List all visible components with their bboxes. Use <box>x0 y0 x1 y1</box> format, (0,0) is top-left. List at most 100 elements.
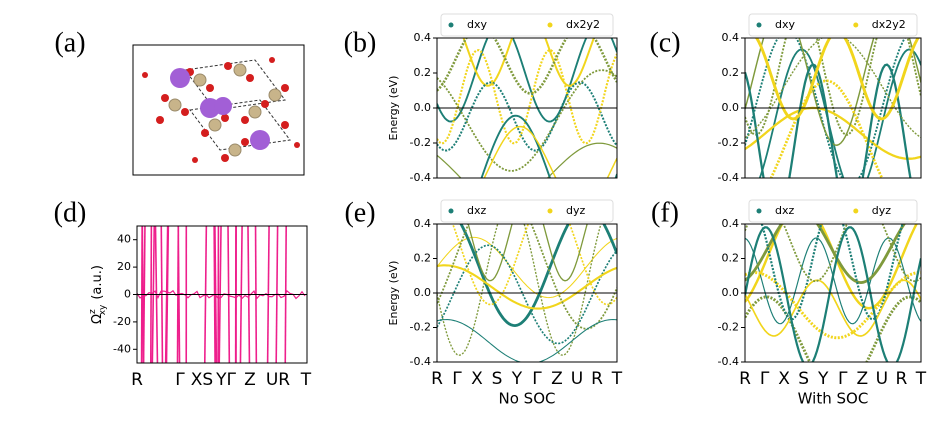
k-point-label: Γ <box>760 369 770 389</box>
y-tick-label: 40 <box>117 233 131 246</box>
y-tick-label: 0.0 <box>722 101 740 114</box>
legend-marker <box>448 22 454 28</box>
legend-box <box>440 199 614 223</box>
y-tick-label: -0.4 <box>718 355 739 368</box>
band <box>437 81 617 152</box>
plot-content <box>437 224 617 362</box>
y-tick-label: -0.2 <box>718 321 739 334</box>
y-tick-label: 0.4 <box>414 217 432 230</box>
y-tick-label: 0.2 <box>414 66 432 79</box>
k-point-label: R <box>739 369 751 389</box>
band <box>480 114 617 178</box>
band <box>459 224 617 328</box>
band <box>745 38 921 136</box>
y-tick-label: 0.2 <box>722 66 740 79</box>
legend-box <box>748 13 918 37</box>
y-tick-label: -0.2 <box>410 136 431 149</box>
plot-content <box>745 38 921 178</box>
k-point-label: Γ <box>175 370 185 390</box>
k-point-label: T <box>300 370 312 390</box>
band <box>437 264 617 310</box>
panel-label: (f) <box>651 197 679 228</box>
k-point-label: R <box>591 369 603 389</box>
crystal-structure <box>132 44 305 176</box>
k-point-label: S <box>492 369 503 389</box>
band <box>467 224 588 282</box>
k-point-label: Γ <box>532 369 542 389</box>
band <box>769 79 884 178</box>
y-tick-label: 0 <box>124 288 131 301</box>
legend-marker <box>547 22 553 28</box>
y-tick-label: 0.0 <box>414 286 432 299</box>
y-tick-label: -0.2 <box>410 321 431 334</box>
panel-label: (d) <box>54 197 87 228</box>
k-point-label: Z <box>551 369 563 389</box>
y-tick-label: -40 <box>113 342 131 355</box>
panel-label: (e) <box>344 197 375 228</box>
band <box>437 142 617 178</box>
panel-label: (a) <box>54 27 85 58</box>
y-tick-label: 0.0 <box>722 286 740 299</box>
band <box>745 38 921 146</box>
y-axis-label-part: (a.u.) <box>90 265 105 300</box>
y-axis-label: Ωzxy (a.u.) <box>88 265 108 324</box>
y-tick-label: 0.4 <box>414 31 432 44</box>
legend-entry: dyz <box>872 204 891 217</box>
k-point-label: R <box>431 369 443 389</box>
k-point-label: U <box>571 369 583 389</box>
band <box>745 106 921 160</box>
band <box>437 38 617 123</box>
y-axis-label-part: z <box>88 309 98 314</box>
legend-marker <box>547 208 553 214</box>
legend-entry: dxz <box>467 204 486 217</box>
legend-entry: dx2y2 <box>872 18 906 31</box>
legend-entry: dxy <box>467 18 487 31</box>
band <box>462 38 595 87</box>
k-point-label: X <box>471 369 483 389</box>
k-point-label: Z <box>857 369 869 389</box>
y-axis-label: Energy (eV) <box>387 261 400 326</box>
band <box>745 63 912 178</box>
y-tick-label: -20 <box>113 315 131 328</box>
band <box>760 224 904 321</box>
y-tick-label: 0.4 <box>722 217 740 230</box>
band <box>437 69 617 172</box>
k-point-label: Z <box>244 370 256 390</box>
legend-marker <box>756 22 762 28</box>
k-point-label: T <box>915 369 927 389</box>
k-point-label: U <box>876 369 888 389</box>
band <box>745 224 921 283</box>
legend-box <box>748 199 918 223</box>
legend-entry: dx2y2 <box>566 18 600 31</box>
band <box>745 224 906 285</box>
band <box>437 318 617 362</box>
legend-marker <box>448 208 454 214</box>
band <box>437 244 617 345</box>
k-point-label: Γ <box>452 369 462 389</box>
k-point-label: R <box>896 369 908 389</box>
legend-entry: dxy <box>775 18 795 31</box>
band <box>745 226 921 362</box>
y-axis-label: Energy (eV) <box>387 76 400 141</box>
y-tick-label: -0.4 <box>718 171 739 184</box>
k-point-label: X <box>778 369 790 389</box>
y-axis-label-part: Ω <box>90 314 105 324</box>
band <box>745 295 921 362</box>
legend-marker <box>853 22 859 28</box>
k-point-label: S <box>798 369 809 389</box>
band <box>745 38 921 139</box>
y-tick-label: 20 <box>117 260 131 273</box>
y-tick-label: 0.0 <box>414 101 432 114</box>
k-point-label: UR <box>266 370 290 390</box>
plot-content <box>437 38 617 178</box>
band <box>483 125 617 178</box>
panel-label: (c) <box>649 27 680 58</box>
y-tick-label: -0.2 <box>718 136 739 149</box>
k-point-label: YΓ <box>215 370 236 390</box>
y-tick-label: -0.4 <box>410 355 431 368</box>
k-point-label: XS <box>191 370 213 390</box>
band <box>745 279 921 337</box>
legend-marker <box>756 208 762 214</box>
k-point-label: Y <box>817 369 829 389</box>
k-point-label: T <box>611 369 623 389</box>
